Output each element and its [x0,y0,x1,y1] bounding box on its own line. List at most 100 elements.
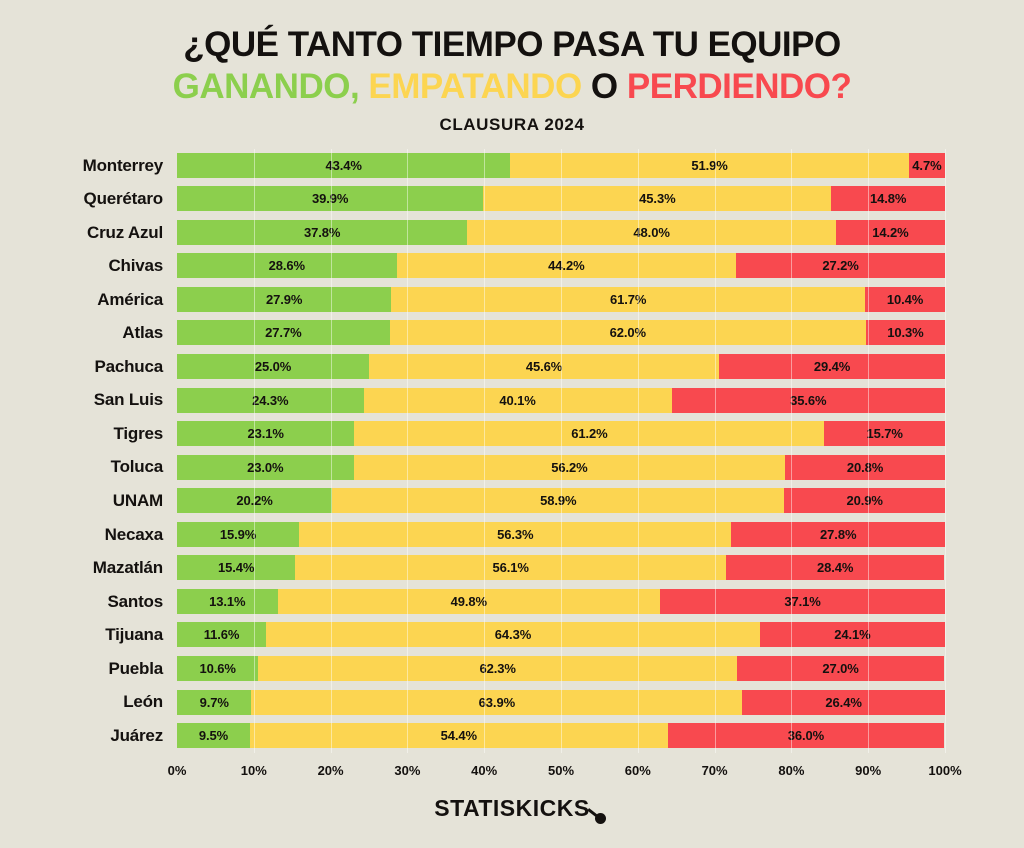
bar-segment-empatando: 56.2% [353,454,786,480]
x-axis-tick: 70% [701,762,728,778]
chart-row: Atlas 27.7% 62.0% 10.3% [0,316,1024,350]
stacked-bar: 25.0% 45.6% 29.4% [177,354,945,380]
chart-row: Tijuana 11.6% 64.3% 24.1% [0,618,1024,652]
bar-segment-perdiendo: 14.8% [831,186,945,212]
team-label: León [123,692,163,712]
page-title-line-2: GANANDO, EMPATANDO O PERDIENDO? [0,67,1024,107]
bar-segment-empatando: 45.6% [369,354,720,380]
chart-row: Puebla 10.6% 62.3% 27.0% [0,652,1024,686]
bar-segment-ganando: 23.0% [177,454,354,480]
bar-segment-empatando: 56.3% [299,521,732,547]
stacked-bar: 28.6% 44.2% 27.2% [177,253,945,279]
team-label: Atlas [122,323,163,343]
bar-segment-empatando: 44.2% [396,253,737,279]
stacked-bar: 39.9% 45.3% 14.8% [177,186,945,212]
x-axis: 0% 10% 20% 30% 40% 50% 60% 70% 80% 90% 100% [168,757,962,783]
team-label: Puebla [108,658,163,678]
page-title-line-1: ¿QUÉ TANTO TIEMPO PASA TU EQUIPO [183,25,841,64]
bar-segment-perdiendo: 20.9% [784,488,945,514]
header: ¿QUÉ TANTO TIEMPO PASA TU EQUIPO GANANDO… [0,0,1024,135]
team-label: Cruz Azul [87,222,163,242]
bar-segment-empatando: 63.9% [251,689,743,715]
x-axis-tick: 80% [778,762,805,778]
x-axis-tick: 30% [394,762,421,778]
bar-segment-perdiendo: 15.7% [824,421,945,447]
brand-name: STATISKICKS [434,795,590,821]
x-axis-tick: 50% [547,762,575,778]
bar-segment-ganando: 27.7% [177,320,390,346]
page-subtitle: CLAUSURA 2024 [439,114,585,134]
chart-row: Santos 13.1% 49.8% 37.1% [0,585,1024,619]
bar-segment-ganando: 28.6% [177,253,397,279]
bar-segment-perdiendo: 37.1% [660,588,945,614]
bar-segment-perdiendo: 29.4% [719,354,945,380]
x-axis-tick: 90% [855,762,882,778]
bar-segment-ganando: 10.6% [177,655,259,681]
chart-row: Monterrey 43.4% 51.9% 4.7% [0,149,1024,183]
x-axis-tick: 0% [167,762,187,778]
chart-row: Toluca 23.0% 56.2% 20.8% [0,451,1024,485]
stacked-bar: 9.5% 54.4% 36.0% [177,723,945,749]
bar-segment-ganando: 37.8% [177,219,468,245]
x-axis-tick: 20% [317,762,344,778]
bar-segment-ganando: 9.5% [177,723,250,749]
chart-row: UNAM 20.2% 58.9% 20.9% [0,484,1024,518]
bar-segment-empatando: 40.1% [363,387,672,413]
stacked-bar-chart: Monterrey 43.4% 51.9% 4.7% Querétaro 39.9% 45.… [0,148,1024,778]
chart-row: América 27.9% 61.7% 10.4% [0,283,1024,317]
team-label: Santos [107,591,164,611]
stacked-bar: 23.1% 61.2% 15.7% [177,421,945,447]
chart-row: Querétaro 39.9% 45.3% 14.8% [0,182,1024,216]
bar-segment-perdiendo: 27.0% [736,655,945,681]
stacked-bar: 10.6% 62.3% 27.0% [177,655,945,681]
chart-row: Juárez 9.5% 54.4% 36.0% [0,719,1024,753]
bar-segment-ganando: 15.4% [177,555,296,581]
team-label: Toluca [110,457,164,477]
title-word-ganando: GANANDO, [172,66,360,106]
bar-segment-perdiendo: 10.4% [865,286,945,312]
stacked-bar: 37.8% 48.0% 14.2% [177,219,945,245]
team-label: Necaxa [104,524,164,544]
chart-row: Pachuca 25.0% 45.6% 29.4% [0,350,1024,384]
bar-segment-empatando: 54.4% [249,723,668,749]
chart-rows: Monterrey 43.4% 51.9% 4.7% Querétaro 39.9% 45.… [0,149,1024,753]
stacked-bar: 27.9% 61.7% 10.4% [177,286,945,312]
bar-segment-perdiendo: 26.4% [742,689,945,715]
footer: STATISKICKS [0,795,1024,824]
bar-segment-perdiendo: 24.1% [759,622,945,648]
bar-segment-ganando: 9.7% [177,689,252,715]
bar-segment-ganando: 11.6% [177,622,267,648]
stacked-bar: 13.1% 49.8% 37.1% [177,588,945,614]
x-axis-tick: 100% [928,762,962,778]
x-axis-tick: 10% [240,762,267,778]
bar-segment-ganando: 23.1% [177,421,355,447]
chart-row: Tigres 23.1% 61.2% 15.7% [0,417,1024,451]
team-label: Chivas [108,256,163,276]
bar-segment-perdiendo: 27.8% [731,521,945,547]
team-label: Mazatlán [92,558,163,578]
x-axis-tick: 60% [624,762,651,778]
stacked-bar: 23.0% 56.2% 20.8% [177,454,945,480]
bar-segment-ganando: 43.4% [177,152,511,178]
title-word-empatando: EMPATANDO [368,66,582,106]
stacked-bar: 20.2% 58.9% 20.9% [177,488,945,514]
bar-segment-empatando: 62.0% [389,320,866,346]
chart-row: Mazatlán 15.4% 56.1% 28.4% [0,551,1024,585]
bar-segment-empatando: 45.3% [483,186,832,212]
bar-segment-empatando: 61.7% [391,286,866,312]
bar-segment-empatando: 58.9% [332,488,785,514]
bar-segment-empatando: 61.2% [354,421,825,447]
bar-segment-empatando: 49.8% [277,588,661,614]
bar-segment-ganando: 25.0% [177,354,369,380]
bar-segment-ganando: 13.1% [177,588,278,614]
bar-segment-perdiendo: 4.7% [908,152,945,178]
chart-row: San Luis 24.3% 40.1% 35.6% [0,384,1024,418]
bar-segment-perdiendo: 20.8% [785,454,945,480]
bar-segment-ganando: 24.3% [177,387,364,413]
bar-segment-empatando: 48.0% [467,219,836,245]
brand-ball-icon [594,813,606,824]
team-label: Pachuca [94,356,163,376]
bar-segment-perdiendo: 10.3% [865,320,945,346]
bar-segment-ganando: 27.9% [177,286,392,312]
